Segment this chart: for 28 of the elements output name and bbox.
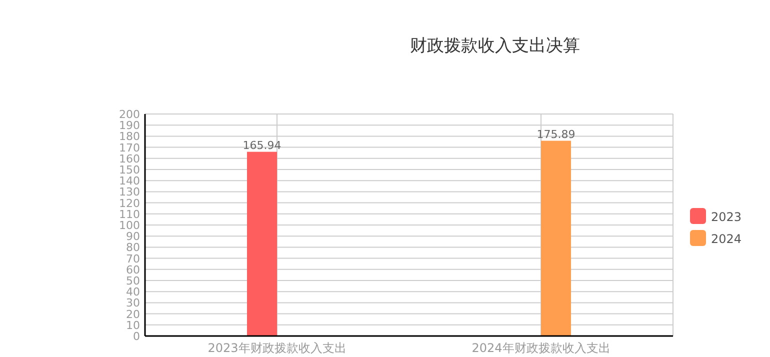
legend-label: 2023: [711, 210, 742, 224]
y-tick-label: 80: [126, 241, 140, 254]
y-tick-label: 100: [119, 219, 140, 232]
legend-label: 2024: [711, 232, 742, 246]
y-tick-label: 110: [119, 208, 140, 221]
y-tick-label: 30: [126, 296, 140, 310]
y-tick-label: 120: [119, 196, 140, 210]
y-tick-label: 200: [119, 108, 140, 121]
y-tick-label: 40: [126, 286, 140, 299]
y-tick-label: 90: [126, 230, 140, 244]
y-tick-label: 160: [119, 152, 140, 166]
y-tick-label: 60: [126, 263, 140, 276]
y-tick-label: 20: [126, 308, 140, 321]
x-tick-label: 2024年财政拨款收入支出: [472, 341, 610, 355]
y-tick-label: 190: [119, 119, 140, 132]
y-tick-label: 180: [119, 130, 140, 144]
y-tick-label: 150: [119, 164, 140, 176]
y-tick-label: 50: [126, 274, 140, 288]
data-label: 165.94: [242, 138, 282, 152]
y-tick-label: 70: [126, 252, 140, 266]
y-tick-label: 0: [133, 330, 140, 343]
chart-title: 财政拨款收入支出决算: [410, 36, 580, 56]
x-tick-label: 2023年财政拨款收入支出: [208, 341, 346, 355]
y-tick-label: 10: [126, 318, 140, 332]
data-label: 175.89: [536, 128, 576, 141]
y-tick-label: 170: [119, 141, 140, 154]
y-tick-label: 130: [119, 186, 140, 199]
y-tick-label: 140: [119, 174, 140, 188]
